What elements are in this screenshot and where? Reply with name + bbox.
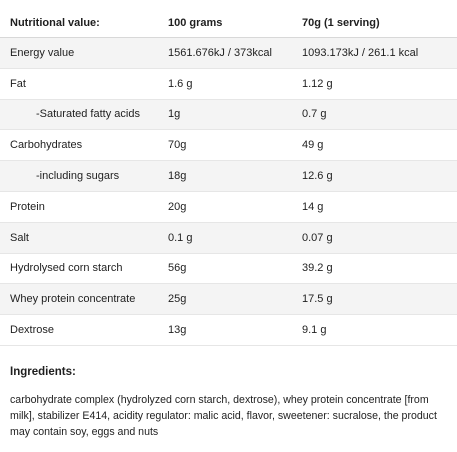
row-per-serving: 39.2 g (302, 262, 333, 275)
row-per-100g: 1g (168, 108, 181, 121)
header-100-grams: 100 grams (168, 16, 223, 29)
row-per-serving: 14 g (302, 200, 324, 213)
row-label: Energy value (10, 46, 75, 59)
table-row: Protein 20g 14 g (0, 192, 457, 223)
nutrition-table: Nutritional value: 100 grams 70g (1 serv… (0, 8, 457, 346)
ingredients-text: carbohydrate complex (hydrolyzed corn st… (10, 394, 437, 438)
row-per-serving: 1093.173kJ / 261.1 kcal (302, 46, 419, 59)
row-per-100g: 13g (168, 324, 187, 337)
row-per-serving: 1.12 g (302, 77, 333, 90)
row-label: -Saturated fatty acids (36, 108, 140, 121)
table-row: Carbohydrates 70g 49 g (0, 130, 457, 162)
ingredients-title: Ingredients: (10, 366, 76, 378)
row-per-100g: 20g (168, 200, 187, 213)
table-row: Whey protein concentrate 25g 17.5 g (0, 284, 457, 316)
table-row: Fat 1.6 g 1.12 g (0, 69, 457, 100)
row-label: Protein (10, 200, 45, 213)
row-label: Hydrolysed corn starch (10, 262, 123, 275)
row-per-100g: 56g (168, 262, 187, 275)
table-row: -including sugars 18g 12.6 g (0, 161, 457, 192)
row-per-100g: 0.1 g (168, 231, 193, 244)
table-row: Dextrose 13g 9.1 g (0, 315, 457, 346)
row-per-100g: 70g (168, 139, 187, 152)
row-per-serving: 49 g (302, 139, 324, 152)
table-header-row: Nutritional value: 100 grams 70g (1 serv… (0, 8, 457, 38)
table-row: Salt 0.1 g 0.07 g (0, 222, 457, 254)
row-label: Fat (10, 77, 26, 90)
table-row: -Saturated fatty acids 1g 0.7 g (0, 99, 457, 131)
ingredients-section: Ingredients: carbohydrate complex (hydro… (10, 366, 450, 440)
row-per-serving: 12.6 g (302, 170, 333, 183)
header-nutritional-value: Nutritional value: (10, 16, 100, 29)
row-label: Carbohydrates (10, 139, 83, 152)
row-label: Whey protein concentrate (10, 293, 136, 306)
row-label: Dextrose (10, 324, 55, 337)
row-per-100g: 1561.676kJ / 373kcal (168, 46, 272, 59)
row-per-100g: 25g (168, 293, 187, 306)
row-per-serving: 0.7 g (302, 108, 327, 121)
row-label: -including sugars (36, 170, 120, 183)
row-per-serving: 0.07 g (302, 231, 333, 244)
row-per-100g: 1.6 g (168, 77, 193, 90)
row-per-serving: 17.5 g (302, 293, 333, 306)
row-label: Salt (10, 231, 29, 244)
header-serving: 70g (1 serving) (302, 16, 380, 29)
row-per-100g: 18g (168, 170, 187, 183)
table-row: Energy value 1561.676kJ / 373kcal 1093.1… (0, 38, 457, 69)
table-row: Hydrolysed corn starch 56g 39.2 g (0, 254, 457, 285)
row-per-serving: 9.1 g (302, 324, 327, 337)
